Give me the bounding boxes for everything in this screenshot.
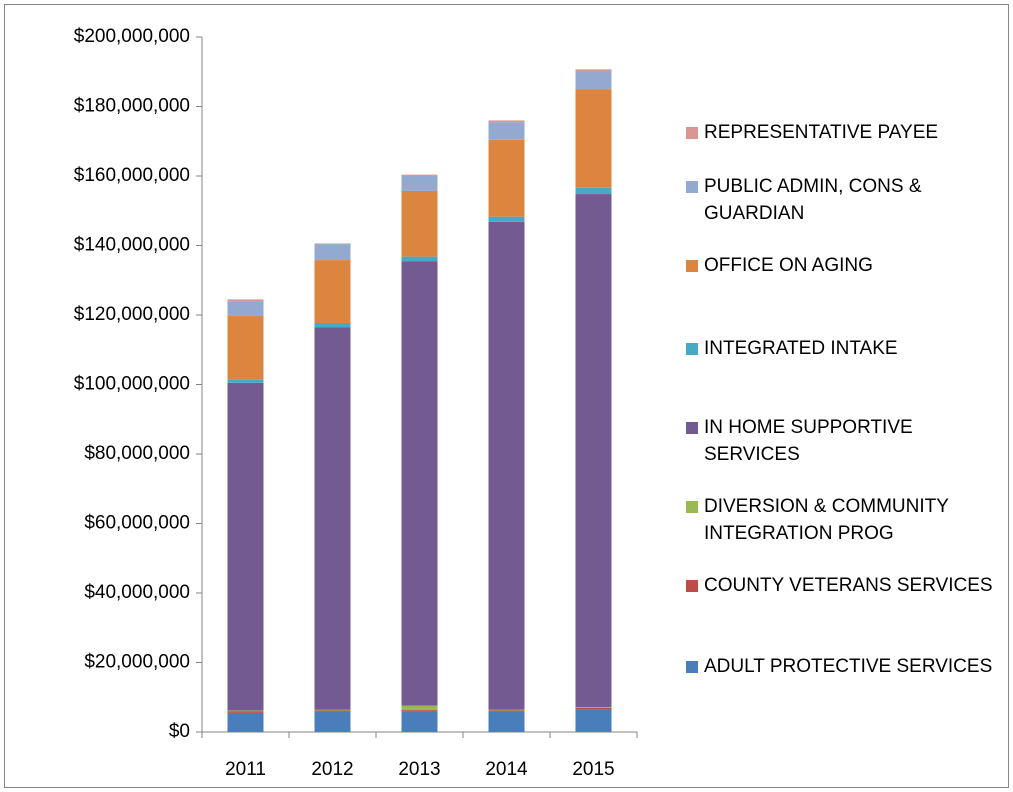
y-tick-label: $40,000,000 [84,582,190,603]
y-tick-label: $200,000,000 [74,26,190,47]
legend-label: INTEGRATED INTAKE [704,338,898,359]
legend-label: IN HOME SUPPORTIVE SERVICES [704,417,913,465]
bar-segment [401,256,438,262]
legend-entry: COUNTY VETERANS SERVICES [686,572,1006,599]
legend-swatch [686,127,698,139]
bar-segment [227,299,264,302]
x-tick-label: 2012 [311,759,353,780]
bar-segment [401,261,438,706]
y-tick-label: $120,000,000 [74,304,190,325]
bar-segment [314,260,351,323]
legend-swatch [686,260,698,272]
bar-segment [401,174,438,176]
bar-segment [488,139,525,217]
x-tick-label: 2014 [485,759,528,780]
legend-swatch [686,422,698,434]
legend-label: REPRESENTATIVE PAYEE [704,122,939,143]
legend-entry: DIVERSION & COMMUNITY INTEGRATION PROG [686,493,1006,547]
bar-segment [401,710,438,712]
bar-segment [227,382,264,711]
bar-segment [401,711,438,732]
legend-label: DIVERSION & COMMUNITY INTEGRATION PROG [704,496,949,544]
bar-segment [314,322,351,328]
bar-segment [575,69,612,72]
y-tick-label: $100,000,000 [74,374,190,395]
legend-label: COUNTY VETERANS SERVICES [704,575,993,596]
bar-segment [401,190,438,257]
bar-segment [314,710,351,712]
bar-segment [314,711,351,732]
bar-segment [488,221,525,710]
bar-segment [575,706,612,708]
bar-segment [488,216,525,222]
y-tick-label: $160,000,000 [74,165,190,186]
y-tick-label: $20,000,000 [84,652,190,673]
bar-segment [575,89,612,188]
y-tick-label: $140,000,000 [74,235,190,256]
bar-segment [575,187,612,195]
y-tick-label: $80,000,000 [84,443,190,464]
legend-entry: OFFICE ON AGING [686,252,1006,279]
chart-border [4,4,1009,788]
bar-segment [488,709,525,711]
bar-segment [488,120,525,123]
y-tick-label: $180,000,000 [74,96,190,117]
bar-segment [575,709,612,732]
bar-segment [575,194,612,707]
legend-entry: ADULT PROTECTIVE SERVICES [686,653,1006,680]
x-tick-label: 2011 [225,759,266,780]
bar-segment [227,712,264,732]
y-tick-label: $0 [169,721,190,742]
legend-swatch [686,181,698,193]
x-tick-label: 2015 [572,759,614,780]
legend-swatch [686,580,698,592]
bar-segment [401,176,438,191]
bar-segment [227,710,264,712]
bar-segment [575,71,612,90]
bar-segment [227,316,264,380]
legend-label: OFFICE ON AGING [704,255,873,276]
bar-segment [314,243,351,245]
bar-segment [488,122,525,140]
legend-swatch [686,501,698,513]
legend-swatch [686,661,698,673]
legend-swatch [686,343,698,355]
bar-segment [314,709,351,711]
bar-segment [575,707,612,710]
y-tick-label: $60,000,000 [84,513,190,534]
legend-entry: IN HOME SUPPORTIVE SERVICES [686,414,1006,468]
bar-segment [488,711,525,732]
bar-segment [314,244,351,261]
bar-segment [314,327,351,710]
legend-label: PUBLIC ADMIN, CONS & GUARDIAN [704,176,922,224]
bar-segment [401,705,438,711]
legend-entry: PUBLIC ADMIN, CONS & GUARDIAN [686,173,1006,227]
bar-segment [227,711,264,713]
bar-segment [227,301,264,317]
x-tick-label: 2013 [398,759,440,780]
bar-segment [488,710,525,712]
legend-label: ADULT PROTECTIVE SERVICES [704,656,993,677]
bar-segment [227,379,264,383]
legend-entry: INTEGRATED INTAKE [686,335,1006,362]
legend-entry: REPRESENTATIVE PAYEE [686,119,1006,146]
